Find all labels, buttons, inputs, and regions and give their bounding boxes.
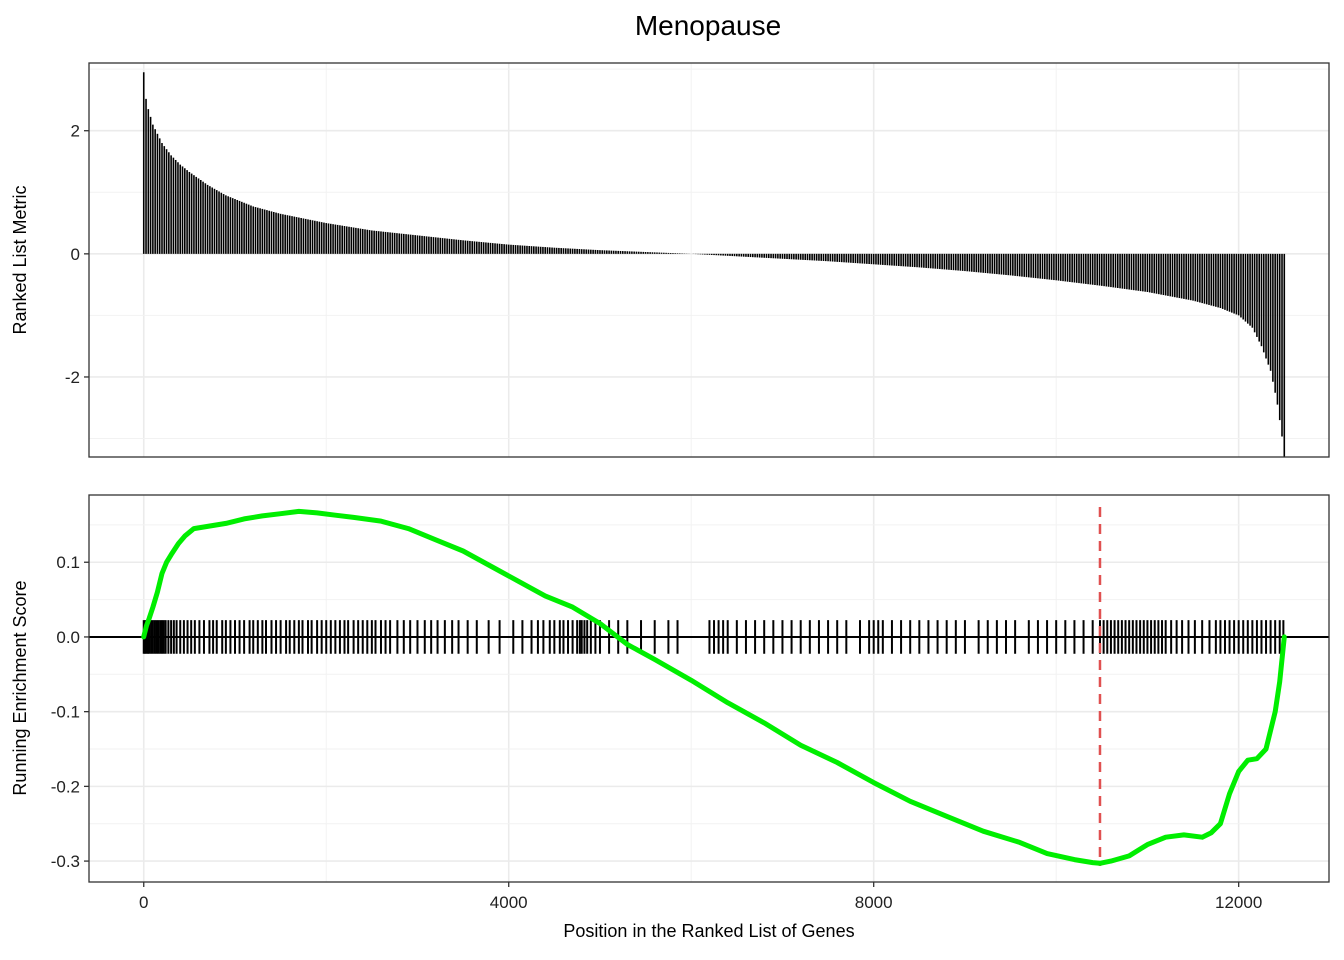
running-enrichment-panel: -0.3 -0.2 -0.1 0.0 0.1 Running Enrichment Sc… [10, 494, 1330, 883]
x-tick-label: 0 [139, 893, 148, 912]
y-tick-label: 0.1 [56, 553, 80, 572]
chart-title: Menopause [635, 10, 781, 41]
ranked-metric-y-ticks: -2 0 2 [65, 122, 89, 387]
ranked-metric-frame [88, 62, 1330, 458]
y-tick-label: 0 [71, 245, 80, 264]
y-tick-label: 2 [71, 122, 80, 141]
running-enrichment-line [141, 508, 1287, 866]
x-tick-label: 8000 [855, 893, 893, 912]
ranked-metric-panel: -2 0 2 Ranked List Metric [10, 62, 1330, 458]
y-tick-label: -2 [65, 368, 80, 387]
running-enrichment-y-label: Running Enrichment Score [10, 580, 30, 795]
running-enrichment-frame [88, 494, 1330, 883]
ranked-metric-bars [142, 72, 1286, 457]
y-tick-label: -0.3 [51, 852, 80, 871]
y-tick-label: 0.0 [56, 628, 80, 647]
x-axis: 0 4000 8000 12000 [139, 882, 1262, 912]
y-tick-label: -0.1 [51, 703, 80, 722]
y-tick-label: -0.2 [51, 777, 80, 796]
ranked-metric-y-label: Ranked List Metric [10, 185, 30, 334]
x-tick-label: 12000 [1215, 893, 1262, 912]
x-axis-label: Position in the Ranked List of Genes [563, 921, 854, 941]
x-tick-label: 4000 [490, 893, 528, 912]
running-enrichment-y-ticks: -0.3 -0.2 -0.1 0.0 0.1 [51, 553, 89, 871]
